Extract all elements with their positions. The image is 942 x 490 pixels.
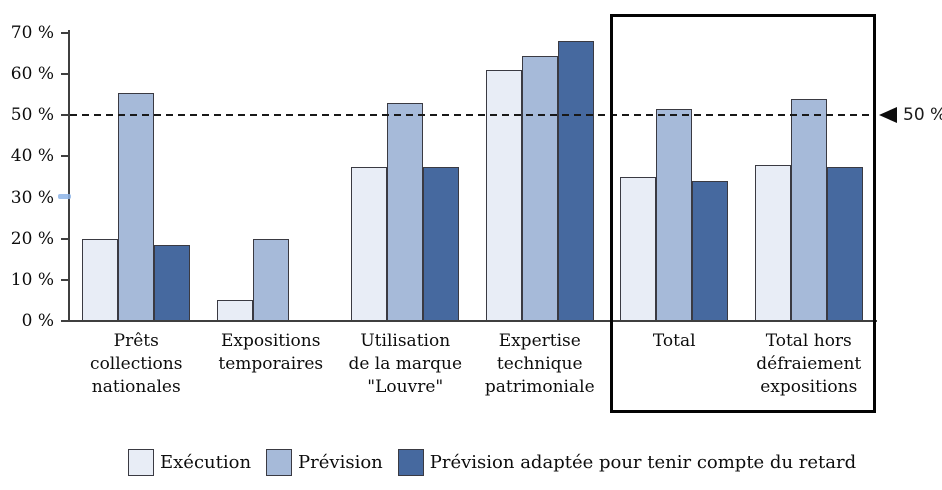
category-label: Expositions temporaires <box>218 331 324 374</box>
category-label: Total <box>652 331 696 351</box>
x-axis-line <box>68 320 877 322</box>
y-axis-tick <box>61 320 69 322</box>
category-label: Total hors défraiement expositions <box>756 331 862 397</box>
category-label: Prêts collections nationales <box>90 331 183 397</box>
reference-line-50pct <box>70 114 876 116</box>
y-axis-tick-label: 20 % <box>10 228 54 249</box>
reference-line-label: 50 % <box>903 105 942 125</box>
bar <box>154 244 191 322</box>
bar <box>485 70 522 322</box>
bar <box>754 164 791 322</box>
y-axis-tick <box>61 114 69 117</box>
bar <box>521 55 558 322</box>
legend-label: Prévision <box>298 452 383 473</box>
bar <box>557 41 594 322</box>
legend-swatch <box>128 449 154 476</box>
bar <box>351 166 388 322</box>
y-axis-tick-label: 30 % <box>10 187 54 208</box>
y-axis-tick-label: 0 % <box>21 311 54 331</box>
bar <box>82 238 119 322</box>
legend: Exécution Prévision Prévision adaptée pour… <box>128 449 856 476</box>
bar <box>656 109 693 322</box>
y-axis-tick-label: 10 % <box>10 269 54 290</box>
legend-item: Exécution <box>128 449 251 476</box>
plot-area: 50 % 0 % 10 % 20 % 30 % 40 % 50 % 60 % 70 % Prêt… <box>10 14 942 413</box>
bar <box>692 181 729 322</box>
y-axis-tick-label: 40 % <box>10 146 54 167</box>
category-label: Expertise technique patrimoniale <box>484 331 595 397</box>
bar <box>118 92 155 322</box>
y-axis-tick-label: 50 % <box>10 105 54 126</box>
legend-label: Prévision adaptée pour tenir compte du r… <box>429 452 857 473</box>
bar <box>620 177 657 322</box>
bar <box>826 166 863 322</box>
legend-item: Prévision adaptée pour tenir compte du r… <box>397 449 857 476</box>
y-axis-tick <box>61 73 69 76</box>
legend-label: Exécution <box>160 452 252 473</box>
y-axis-tick <box>61 32 69 34</box>
bar <box>790 98 827 322</box>
y-axis-tick <box>61 237 69 240</box>
y-axis-tick <box>61 155 69 158</box>
y-axis-line <box>68 30 70 322</box>
legend-swatch <box>266 449 293 476</box>
left-arrow-icon <box>879 107 897 123</box>
bar <box>423 166 460 322</box>
legend-swatch <box>397 449 424 476</box>
y-axis-tick <box>61 278 69 281</box>
y-axis-tick-label: 60 % <box>10 64 54 85</box>
bar <box>216 300 253 322</box>
bar <box>252 238 289 322</box>
category-label: Utilisation de la marque "Louvre" <box>348 331 463 397</box>
highlight-artifact-mark <box>58 194 71 199</box>
totals-highlight-box <box>610 14 876 413</box>
bar <box>387 102 424 322</box>
legend-item: Prévision <box>266 449 383 476</box>
y-axis-tick-label: 70 % <box>10 23 54 43</box>
